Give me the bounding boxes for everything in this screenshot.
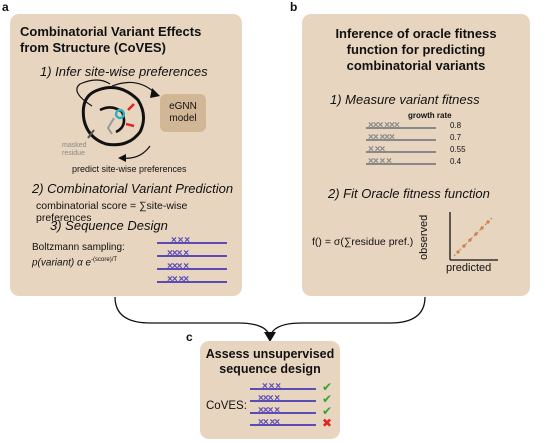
panel-c: Assess unsupervised sequence design CoVE… (200, 341, 340, 439)
assessed-row-marks: ×× ×× (258, 417, 280, 428)
panel-b-label: b (290, 0, 298, 14)
panel-b-step1: 1) Measure variant fitness (330, 92, 480, 107)
check-icon: ✔ (322, 380, 333, 394)
growth-row: × ×× 0.55 (366, 144, 486, 157)
fit-point (474, 232, 478, 236)
panel-b-step2: 2) Fit Oracle fitness function (328, 186, 490, 201)
fit-ylabel: observed (418, 214, 430, 260)
fit-xlabel: predicted (446, 262, 492, 274)
growth-row: ×× × × 0.4 (366, 156, 486, 169)
panel-c-title-line1: Assess unsupervised (205, 347, 335, 361)
boltzmann-formula: p(variant) α e (32, 257, 92, 269)
predict-site-wise-label: predict site-wise preferences (72, 164, 187, 174)
growth-rate-header: growth rate (408, 111, 452, 120)
egnn-model-box: eGNN model (160, 94, 206, 132)
design-sequence-row: ××× × (157, 248, 227, 261)
boltzmann-exponent: -(score)/T (91, 257, 118, 263)
masked-label-2: residue (62, 150, 85, 157)
growth-row-value: 0.4 (450, 157, 462, 166)
growth-row-marks: × ×× (368, 144, 385, 155)
panel-a: Combinatorial Variant Effects from Struc… (10, 14, 242, 296)
boltzmann-line2: p(variant) α e-(score)/T (32, 254, 125, 269)
panel-b-title-line1: Inference of oracle fitness (335, 26, 497, 41)
boltzmann-line1: Boltzmann sampling: (32, 242, 125, 253)
boltzmann-sampling-text: Boltzmann sampling: p(variant) α e-(scor… (32, 242, 125, 269)
masked-label-1: masked (62, 142, 87, 149)
panel-a-title-line2: from Structure (CoVES) (20, 40, 166, 55)
oracle-formula: f() = σ(∑residue pref.) (312, 236, 414, 248)
protein-structure-icon (76, 79, 160, 162)
design-sequence-marks: ××× × (167, 248, 189, 259)
panel-b-title-line3: combinatorial variants (346, 58, 486, 73)
assessed-row: ××× × ✔ (250, 392, 336, 406)
growth-row-marks: ×× ××× (368, 132, 395, 143)
panel-a-title: Combinatorial Variant Effects from Struc… (20, 24, 242, 56)
growth-row-value: 0.8 (450, 121, 462, 130)
design-sequence-marks: ××× × (167, 261, 189, 272)
growth-row-marks: ×× × × (368, 156, 392, 167)
check-icon: ✔ (322, 392, 333, 406)
assessed-row-marks: ××× × (258, 393, 280, 404)
panel-c-title-line2: sequence design (219, 362, 321, 376)
egnn-model-label-1: eGNN (169, 101, 197, 112)
panel-a-step2: 2) Combinatorial Variant Prediction (32, 181, 234, 196)
coves-method-label: CoVES: (206, 400, 247, 412)
growth-row-marks: ××× ××× (368, 120, 400, 131)
assessed-row: ××× × ✔ (250, 404, 336, 418)
fit-point (456, 250, 460, 254)
masked-residue-label: masked residue (62, 142, 87, 158)
assessed-row: × × × ✔ (250, 380, 336, 394)
panel-a-step3: 3) Sequence Design (50, 218, 168, 233)
fit-point (468, 238, 472, 242)
combinatorial-score-formula: combinatorial score = ∑site-wise prefere… (36, 200, 188, 224)
check-icon: ✔ (322, 404, 333, 418)
growth-row-value: 0.55 (450, 145, 466, 154)
assessed-row-marks: × × × (262, 381, 281, 392)
panel-c-title: Assess unsupervised sequence design (200, 347, 340, 377)
panel-a-step1: 1) Infer site-wise preferences (40, 64, 208, 79)
egnn-model-label-2: model (169, 113, 197, 124)
design-sequence-marks: ×× ×× (167, 274, 189, 285)
fit-scatter-plot (449, 212, 498, 261)
design-sequence-marks: × × × (171, 235, 190, 246)
panel-b-title: Inference of oracle fitness function for… (302, 26, 530, 74)
growth-row: ××× ××× 0.8 (366, 120, 486, 133)
design-sequence-row: ××× × (157, 261, 227, 274)
panel-b-title-line2: function for predicting (346, 42, 486, 57)
fit-point (486, 220, 490, 224)
panel-c-label: c (186, 330, 193, 344)
design-sequence-row: × × × (157, 235, 227, 248)
cross-icon: ✖ (322, 416, 333, 430)
fit-point (462, 244, 466, 248)
panel-a-label: a (2, 0, 9, 14)
assessed-row-marks: ××× × (258, 405, 280, 416)
panel-b: Inference of oracle fitness function for… (302, 14, 530, 296)
growth-row: ×× ××× 0.7 (366, 132, 486, 145)
fit-point (480, 226, 484, 230)
assessed-row: ×× ×× ✖ (250, 416, 336, 430)
growth-row-value: 0.7 (450, 133, 462, 142)
panel-a-title-line1: Combinatorial Variant Effects (20, 24, 202, 39)
design-sequence-row: ×× ×× (157, 274, 227, 287)
